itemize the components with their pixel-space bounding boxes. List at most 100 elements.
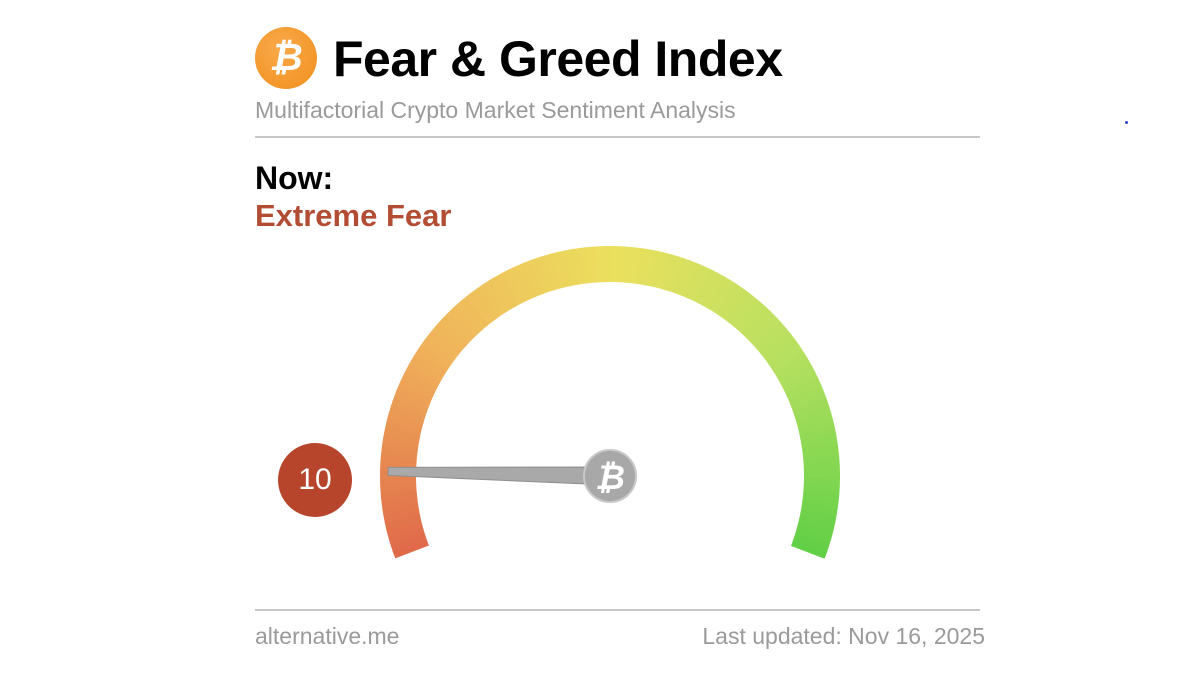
bitcoin-hub-icon: ₿ [595, 459, 625, 497]
gauge-arc-segment [489, 275, 515, 311]
gauge-arc-segment [758, 328, 791, 357]
gauge-arc-segment [587, 246, 598, 283]
bitcoin-logo-icon: ₿ [255, 27, 317, 89]
source-link[interactable]: alternative.me [255, 623, 400, 649]
gauge-arc-segment [424, 333, 458, 362]
gauge-arc-segment [392, 539, 429, 559]
gauge-arc-segment [388, 527, 425, 545]
gauge-arc-segment [671, 257, 691, 295]
gauge-arc-segment [628, 247, 640, 284]
gauge-arc-segment [622, 246, 633, 283]
last-updated: Last updated: Nov 16, 2025 [702, 623, 985, 649]
gauge-arc-segment [483, 279, 510, 314]
gauge-arc-segment [793, 533, 830, 552]
gauge-arc-segment [769, 345, 804, 372]
gauge-arc-segment [382, 502, 419, 516]
gauge-arc-segment [382, 433, 420, 447]
gauge-arc-segment [391, 398, 428, 417]
gauge-arc-segment [665, 255, 684, 293]
gauge-arc-segment [683, 263, 705, 299]
gauge-arc-segment [420, 339, 454, 367]
gauge-arc-segment [471, 287, 499, 322]
gauge-arc-segment [689, 265, 711, 302]
gauge-arc-segment [398, 377, 435, 399]
gauge-arc-segment [796, 412, 834, 429]
gauge-arc-segment [380, 490, 418, 501]
gauge-arc-segment [380, 477, 417, 487]
gauge-arc-segment [454, 301, 484, 334]
gauge-arc-segment [443, 311, 475, 342]
gauge-arc-segment [412, 351, 447, 377]
gauge-arc-segment [792, 398, 830, 417]
gauge-arc-segment [396, 384, 433, 405]
gauge-arc-segment [408, 357, 444, 383]
gauge-arc-segment [385, 419, 422, 435]
gauge-arc-segment [433, 322, 466, 352]
gauge-arc-segment [602, 246, 611, 283]
gauge-arc-segment [803, 478, 840, 487]
gauge-arc-segment [659, 253, 677, 291]
gauge-arc-segment [803, 463, 840, 473]
gauge-arc [380, 246, 840, 559]
gauge-arc-segment [509, 265, 532, 302]
gauge-arc-segment [716, 283, 743, 318]
page-subtitle: Multifactorial Crypto Market Sentiment A… [255, 97, 736, 123]
gauge-arc-segment [798, 419, 835, 435]
gauge-arc-segment [779, 364, 815, 388]
gauge-arc-segment [803, 456, 840, 466]
gauge-arc-segment [641, 248, 655, 286]
page-title: Fear & Greed Index [333, 31, 783, 87]
gauge-arc-segment [523, 260, 543, 297]
gauge-arc-segment [465, 292, 494, 325]
gauge-arc-segment [386, 521, 424, 538]
gauge-arc-segment [726, 292, 755, 326]
gauge-arc-segment [803, 471, 840, 479]
gauge-arc-segment [610, 246, 618, 283]
gauge-arc-segment [754, 322, 787, 352]
gauge-arc-segment [477, 283, 504, 318]
gauge-arc-segment [558, 250, 573, 287]
gauge-arc-segment [773, 351, 808, 377]
gauge-arc-segment [502, 268, 526, 305]
gauge-arc-segment [551, 251, 567, 289]
gauge-arc-segment [802, 496, 839, 509]
gauge-arc-segment [782, 371, 819, 394]
gauge-arc-segment [438, 316, 471, 347]
gauge-arc-segment [516, 262, 537, 299]
bottom-divider [255, 609, 980, 611]
gauge-arc-segment [381, 441, 419, 454]
gauge-arc-segment [711, 279, 737, 315]
gauge-needle [387, 466, 611, 486]
gauge-arc-segment [801, 503, 838, 516]
gauge-arc-segment [429, 327, 462, 357]
gauge-arc-segment [790, 391, 827, 411]
gauge-arc-segment [565, 248, 580, 286]
sentiment-status: Extreme Fear [255, 198, 452, 233]
gauge-arc-segment [496, 272, 520, 308]
gauge-arc-segment [700, 272, 724, 308]
gauge-arc-segment [802, 448, 840, 460]
gauge-arc-segment [731, 296, 761, 330]
stray-dot [1125, 121, 1128, 124]
gauge-arc-segment [595, 246, 605, 283]
top-divider [255, 136, 980, 138]
gauge-arc-segment [694, 269, 718, 305]
gauge-arc-segment [460, 296, 489, 329]
gauge-arc-segment [796, 521, 834, 538]
gauge-arc-segment [721, 287, 749, 322]
gauge-arc-segment [383, 509, 421, 523]
gauge-arc-segment [766, 339, 800, 367]
gauge-arc-segment [736, 301, 766, 334]
gauge-arc-segment [750, 316, 782, 347]
gauge-arc-segment [380, 448, 418, 460]
gauge-arc-segment [745, 311, 777, 343]
gauge-arc-segment [537, 255, 555, 293]
gauge-arc-segment [788, 384, 825, 406]
gauge-arc-segment [384, 515, 422, 531]
gauge-arc-segment [776, 358, 812, 383]
gauge-arc-segment [449, 306, 480, 338]
now-label: Now: [255, 160, 334, 196]
gauge-arc-segment [801, 441, 839, 454]
gauge-arc-segment [741, 306, 772, 338]
gauge-arc-segment [795, 527, 832, 545]
